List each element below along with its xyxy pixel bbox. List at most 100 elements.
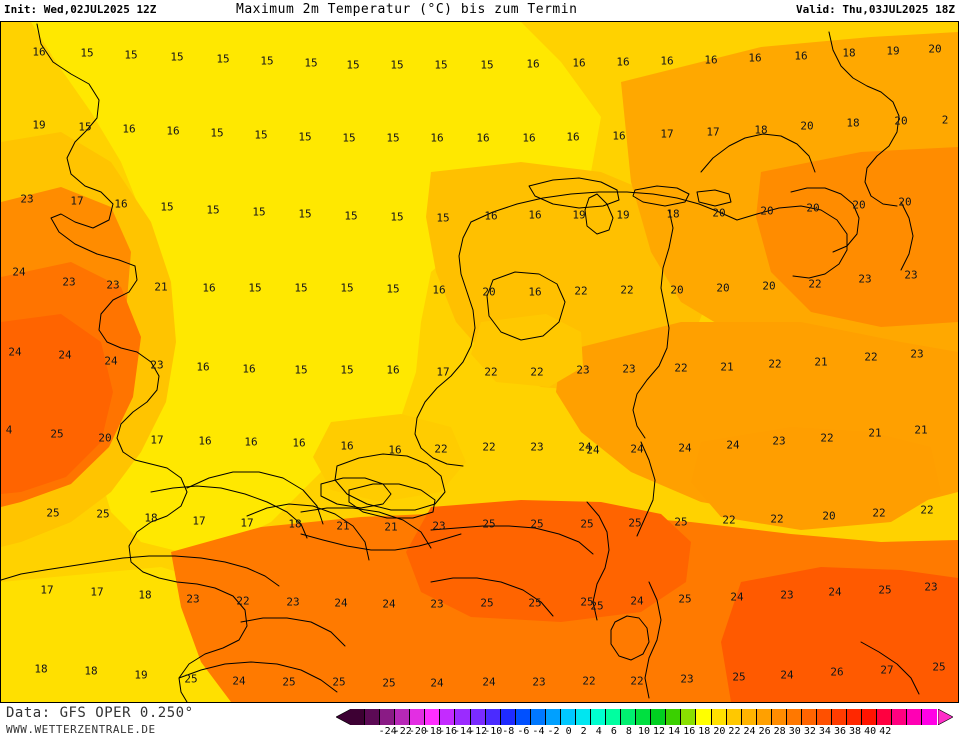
grid-temperature-value: 27 xyxy=(880,663,894,677)
colorbar-swatch xyxy=(365,709,381,725)
colorbar-swatch xyxy=(771,709,787,725)
grid-temperature-value: 16 xyxy=(484,209,498,223)
grid-temperature-value: 24 xyxy=(730,590,744,604)
grid-temperature-value: 15 xyxy=(386,282,400,296)
grid-temperature-value: 16 xyxy=(242,362,256,376)
coastline-denmark xyxy=(828,31,900,207)
grid-temperature-value: 22 xyxy=(864,350,878,364)
colorbar-swatches xyxy=(350,709,938,725)
grid-temperature-value: 22 xyxy=(236,594,250,608)
grid-temperature-value: 15 xyxy=(248,281,262,295)
grid-temperature-value: 20 xyxy=(712,206,726,220)
grid-temperature-value: 22 xyxy=(808,277,822,291)
colorbar-swatch xyxy=(485,709,501,725)
grid-temperature-value: 24 xyxy=(828,585,842,599)
coastline-france-north xyxy=(178,661,338,693)
colorbar-swatch xyxy=(801,709,817,725)
grid-temperature-value: 25 xyxy=(96,507,110,521)
colorbar-swatch xyxy=(440,709,456,725)
grid-temperature-value: 24 xyxy=(630,442,644,456)
grid-temperature-value: 23 xyxy=(432,519,446,533)
colorbar-tick-label: -18 xyxy=(423,726,442,737)
grid-temperature-value: 16 xyxy=(528,285,542,299)
grid-temperature-value: 23 xyxy=(106,278,120,292)
temperature-map[interactable]: 16 15 15 15 15 15 15 15 15 15 15 16 16 16 16 16 16 16 18 19… xyxy=(0,21,959,703)
coastline-britain-east xyxy=(36,23,248,702)
temperature-colorbar[interactable] xyxy=(336,709,953,725)
grid-temperature-value: 23 xyxy=(924,580,938,594)
grid-temperature-value: 20 xyxy=(822,509,836,523)
grid-temperature-value: 15 xyxy=(340,281,354,295)
map-header: Init: Wed,02JUL2025 12Z Maximum 2m Tempe… xyxy=(0,0,959,21)
grid-temperature-value: 18 xyxy=(138,588,152,602)
grid-temperature-value: 17 xyxy=(40,583,54,597)
grid-temperature-value: 24 xyxy=(430,676,444,690)
colorbar-swatch xyxy=(741,709,757,725)
colorbar-swatch xyxy=(591,709,607,725)
contour-band-21 xyxy=(756,147,958,327)
grid-temperature-value: 16 xyxy=(660,54,674,68)
grid-temperature-value: 18 xyxy=(846,116,860,130)
colorbar-swatch xyxy=(515,709,531,725)
grid-temperature-value: 15 xyxy=(304,56,318,70)
grid-temperature-value: 23 xyxy=(186,592,200,606)
grid-temperature-value: 15 xyxy=(386,131,400,145)
grid-temperature-value: 24 xyxy=(780,668,794,682)
grid-temperature-value: 22 xyxy=(620,283,634,297)
colorbar-swatch xyxy=(907,709,923,725)
grid-temperature-value: 25 xyxy=(732,670,746,684)
colorbar-tick-label: 36 xyxy=(833,726,847,737)
grid-temperature-value: 17 xyxy=(150,433,164,447)
colorbar-swatch xyxy=(470,709,486,725)
grid-temperature-value: 18 xyxy=(666,207,680,221)
grid-temperature-value: 21 xyxy=(868,426,882,440)
colorbar-tick-label: -6 xyxy=(517,726,530,737)
grid-temperature-value: 22 xyxy=(484,365,498,379)
grid-temperature-value: 15 xyxy=(294,281,308,295)
grid-temperature-value: 15 xyxy=(480,58,494,72)
grid-temperature-value: 16 xyxy=(198,434,212,448)
grid-temperature-value: 23 xyxy=(904,268,918,282)
contour-band-18-inset2 xyxy=(471,314,583,387)
valid-time-label: Valid: Thu,03JUL2025 18Z xyxy=(796,3,955,16)
coastline-de-weser xyxy=(700,133,816,173)
grid-temperature-value: 19 xyxy=(572,208,586,222)
grid-value-layer: 16 15 15 15 15 15 15 15 15 15 15 16 16 16 16 16 16 16 18 19… xyxy=(1,22,958,702)
grid-temperature-value: 22 xyxy=(768,357,782,371)
grid-temperature-value: 22 xyxy=(530,365,544,379)
grid-temperature-value: 22 xyxy=(482,440,496,454)
colorbar-swatch xyxy=(666,709,682,725)
colorbar-swatch xyxy=(832,709,848,725)
grid-temperature-value: 20 xyxy=(98,431,112,445)
grid-temperature-value: 23 xyxy=(858,272,872,286)
coastline-east-anglia xyxy=(246,503,370,561)
colorbar-swatch xyxy=(726,709,742,725)
grid-temperature-value: 16 xyxy=(196,360,210,374)
grid-temperature-value: 25 xyxy=(678,592,692,606)
grid-temperature-value: 15 xyxy=(346,58,360,72)
grid-temperature-value: 24 xyxy=(678,441,692,455)
border-de-fr-rhine xyxy=(644,581,662,699)
grid-temperature-value: 17 xyxy=(192,514,206,528)
colorbar-swatch xyxy=(922,709,938,725)
grid-temperature-value: 25 xyxy=(530,517,544,531)
grid-temperature-value: 15 xyxy=(344,209,358,223)
grid-temperature-value: 25 xyxy=(674,515,688,529)
grid-temperature-value: 20 xyxy=(762,279,776,293)
colorbar-labels: -24 -22 -20 -18 -16 -14 -12 -10 -8 -6 -4 -2 0 2 4 6 8 10 1… xyxy=(336,726,952,739)
colorbar-tick-label: 28 xyxy=(773,726,786,737)
colorbar-tick-label: 20 xyxy=(713,726,726,737)
grid-temperature-value: 15 xyxy=(390,210,404,224)
grid-temperature-value: 24 xyxy=(578,440,592,454)
grid-temperature-value: 24 xyxy=(232,674,246,688)
grid-temperature-value: 15 xyxy=(260,54,274,68)
grid-temperature-value: 16 xyxy=(794,49,808,63)
border-de-east xyxy=(900,201,914,271)
colorbar-tick-label: 34 xyxy=(818,726,831,737)
grid-temperature-value: 24 xyxy=(726,438,740,452)
grid-temperature-value: 16 xyxy=(572,56,586,70)
colorbar-swatch xyxy=(786,709,802,725)
coastline-layer xyxy=(1,23,920,702)
grid-temperature-value: 21 xyxy=(154,280,168,294)
border-nl-de xyxy=(632,209,674,439)
